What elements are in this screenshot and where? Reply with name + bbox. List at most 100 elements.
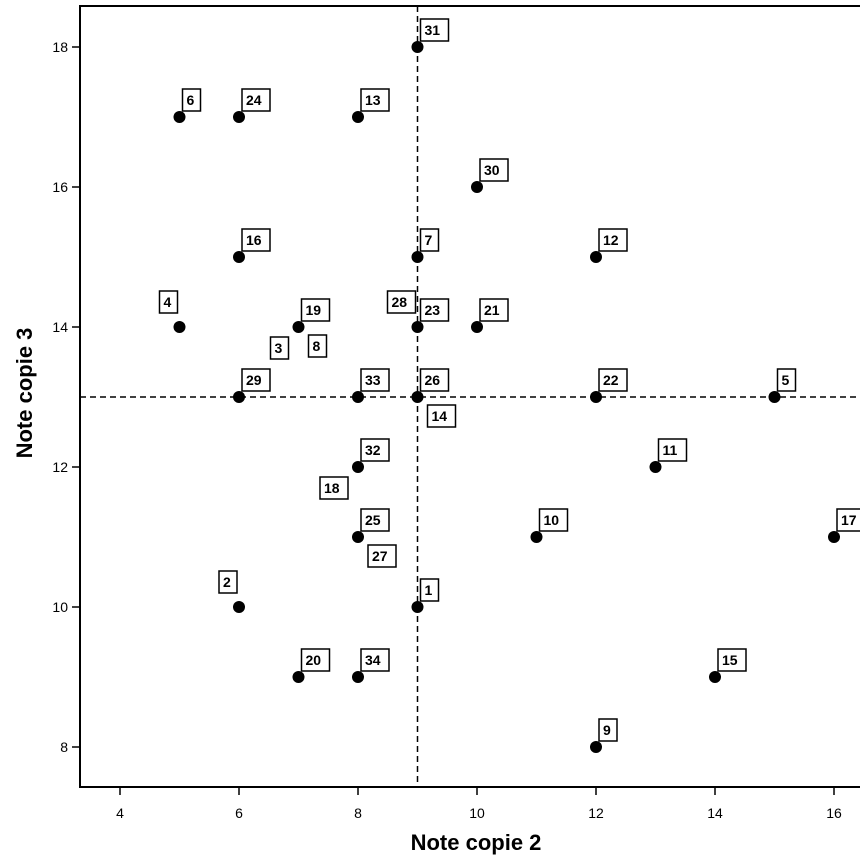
data-point bbox=[471, 181, 483, 193]
svg-text:23: 23 bbox=[425, 302, 441, 318]
data-point bbox=[233, 601, 245, 613]
plot-frame bbox=[79, 5, 860, 788]
point-label: 9 bbox=[598, 718, 618, 742]
point-label: 3 bbox=[269, 336, 290, 360]
point-label: 23 bbox=[419, 298, 450, 322]
data-point bbox=[649, 461, 662, 473]
point-label: 26 bbox=[419, 368, 450, 392]
point-label: 27 bbox=[367, 544, 397, 568]
svg-text:26: 26 bbox=[425, 372, 441, 388]
x-tick-label: 6 bbox=[235, 805, 243, 821]
x-tick-label: 14 bbox=[707, 805, 723, 821]
data-point bbox=[411, 41, 424, 53]
svg-text:9: 9 bbox=[603, 722, 611, 738]
point-label: 24 bbox=[241, 88, 271, 112]
svg-text:20: 20 bbox=[306, 652, 322, 668]
svg-text:13: 13 bbox=[365, 92, 381, 108]
svg-text:4: 4 bbox=[164, 294, 172, 310]
point-label: 21 bbox=[479, 298, 509, 322]
point-label: 18 bbox=[319, 476, 349, 500]
data-point bbox=[173, 321, 186, 333]
point-label: 30 bbox=[479, 158, 509, 182]
x-tick-label: 4 bbox=[116, 805, 124, 821]
svg-text:12: 12 bbox=[603, 232, 619, 248]
svg-text:7: 7 bbox=[425, 232, 433, 248]
y-axis-ticks: 8 10 12 14 16 18 bbox=[52, 39, 80, 755]
svg-text:24: 24 bbox=[246, 92, 262, 108]
point-label: 32 bbox=[360, 438, 390, 462]
point-label: 4 bbox=[158, 290, 179, 314]
point-label: 29 bbox=[241, 368, 271, 392]
data-point bbox=[233, 391, 245, 403]
point-label: 34 bbox=[360, 648, 390, 672]
point-label: 8 bbox=[307, 334, 328, 358]
point-label: 28 bbox=[386, 290, 417, 314]
y-axis-title: Note copie 3 bbox=[12, 328, 37, 459]
point-label: 6 bbox=[181, 88, 202, 112]
point-label: 19 bbox=[300, 298, 331, 322]
data-point bbox=[292, 321, 305, 333]
data-point bbox=[590, 251, 602, 263]
data-point bbox=[768, 391, 781, 403]
y-tick-label: 18 bbox=[52, 39, 68, 55]
svg-text:29: 29 bbox=[246, 372, 262, 388]
point-label: 20 bbox=[300, 648, 331, 672]
data-point bbox=[352, 391, 364, 403]
svg-text:30: 30 bbox=[484, 162, 500, 178]
data-point bbox=[233, 251, 245, 263]
data-point bbox=[292, 671, 305, 683]
svg-text:22: 22 bbox=[603, 372, 619, 388]
point-label: 22 bbox=[598, 368, 628, 392]
y-tick-label: 10 bbox=[52, 599, 68, 615]
data-point bbox=[352, 671, 364, 683]
point-label: 13 bbox=[360, 88, 390, 112]
data-point bbox=[173, 111, 186, 123]
x-axis-ticks: 4 6 8 10 12 14 16 bbox=[116, 787, 842, 821]
data-point bbox=[828, 531, 840, 543]
x-tick-label: 8 bbox=[354, 805, 362, 821]
data-point bbox=[590, 391, 602, 403]
x-tick-label: 16 bbox=[826, 805, 842, 821]
y-tick-label: 12 bbox=[52, 459, 68, 475]
point-label: 2 bbox=[218, 570, 238, 594]
svg-text:32: 32 bbox=[365, 442, 381, 458]
point-label: 17 bbox=[836, 508, 860, 532]
svg-text:27: 27 bbox=[372, 548, 388, 564]
svg-text:18: 18 bbox=[324, 480, 340, 496]
data-point bbox=[352, 531, 364, 543]
data-point bbox=[411, 321, 424, 333]
svg-text:16: 16 bbox=[246, 232, 262, 248]
x-axis-title: Note copie 2 bbox=[411, 830, 542, 855]
svg-text:1: 1 bbox=[425, 582, 433, 598]
svg-text:6: 6 bbox=[187, 92, 195, 108]
data-point bbox=[233, 111, 245, 123]
y-tick-label: 16 bbox=[52, 179, 68, 195]
data-point bbox=[411, 391, 424, 403]
point-label: 15 bbox=[717, 648, 747, 672]
x-tick-label: 10 bbox=[469, 805, 485, 821]
x-tick-label: 12 bbox=[588, 805, 604, 821]
point-label: 5 bbox=[776, 368, 797, 392]
svg-text:21: 21 bbox=[484, 302, 500, 318]
svg-text:5: 5 bbox=[782, 372, 790, 388]
svg-text:11: 11 bbox=[663, 442, 678, 458]
y-tick-label: 8 bbox=[60, 739, 68, 755]
svg-text:31: 31 bbox=[425, 22, 441, 38]
svg-text:2: 2 bbox=[223, 574, 231, 590]
plot-border bbox=[79, 5, 860, 788]
point-label: 25 bbox=[360, 508, 390, 532]
svg-text:25: 25 bbox=[365, 512, 381, 528]
point-label: 16 bbox=[241, 228, 271, 252]
svg-text:15: 15 bbox=[722, 652, 738, 668]
data-point bbox=[352, 111, 364, 123]
point-label: 7 bbox=[419, 228, 440, 252]
data-point bbox=[530, 531, 543, 543]
point-label: 14 bbox=[426, 404, 457, 428]
data-point bbox=[471, 321, 483, 333]
point-label: 1 bbox=[419, 578, 440, 602]
point-label: 31 bbox=[419, 18, 450, 42]
svg-text:14: 14 bbox=[432, 408, 448, 424]
data-points: 1234567891011121314151617181920212223242… bbox=[158, 18, 860, 753]
svg-text:8: 8 bbox=[313, 338, 321, 354]
